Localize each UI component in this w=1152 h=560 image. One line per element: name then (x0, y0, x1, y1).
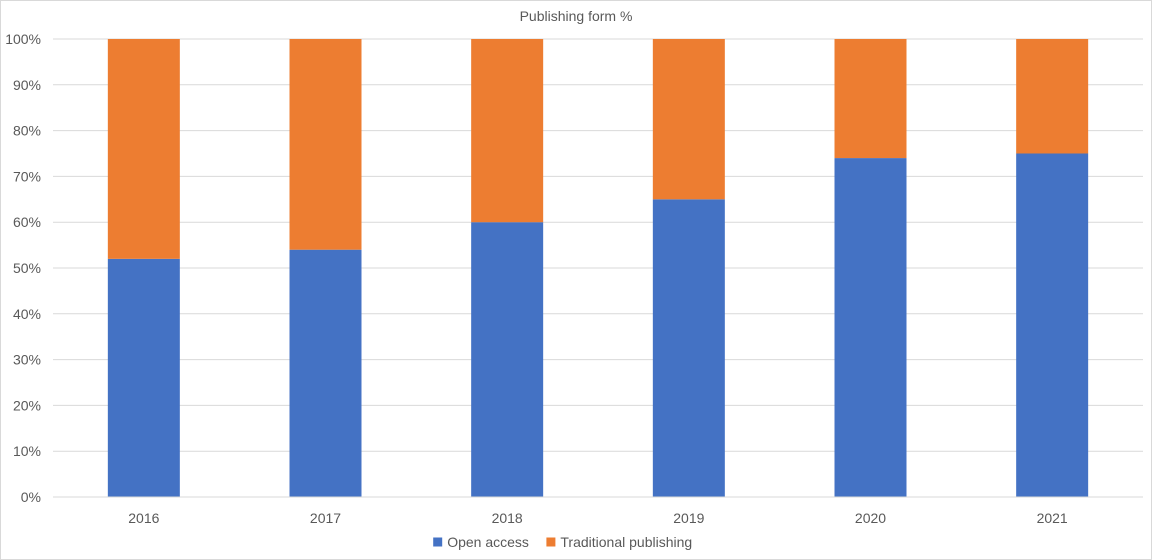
bar-traditional-publishing-2016 (107, 39, 180, 259)
bar-open-access-2017 (289, 249, 362, 497)
bar-open-access-2018 (471, 222, 544, 497)
legend-label: Open access (447, 534, 529, 550)
gridlines (53, 38, 1143, 498)
legend-swatch (546, 537, 556, 547)
x-tick-label: 2020 (855, 510, 886, 526)
x-tick-label: 2016 (128, 510, 159, 526)
x-tick-label: 2017 (310, 510, 341, 526)
x-axis: 2016 2017 2018 2019 2020 2021 (53, 496, 1143, 526)
bars (107, 39, 1089, 498)
chart-title: Publishing form % (520, 8, 633, 24)
legend: Open access Traditional publishing (433, 534, 692, 550)
y-tick-label: 0% (21, 489, 41, 505)
y-tick-label: 50% (13, 260, 41, 276)
legend-swatch (433, 537, 443, 547)
y-tick-label: 40% (13, 306, 41, 322)
y-tick-label: 10% (13, 443, 41, 459)
legend-label: Traditional publishing (560, 534, 692, 550)
bar-traditional-publishing-2019 (652, 39, 725, 200)
bar-open-access-2021 (1016, 153, 1089, 497)
y-tick-label: 20% (13, 397, 41, 413)
bar-traditional-publishing-2018 (471, 39, 544, 223)
bar-traditional-publishing-2020 (834, 39, 907, 159)
y-axis: 0% 10% 20% 30% 40% 50% 60% 70% 80% 90% 100% (5, 31, 41, 505)
bar-traditional-publishing-2021 (1016, 39, 1089, 154)
bar-open-access-2019 (652, 199, 725, 498)
bar-open-access-2016 (107, 258, 180, 497)
y-tick-label: 100% (5, 31, 41, 47)
y-tick-label: 70% (13, 168, 41, 184)
legend-item-open-access: Open access (433, 534, 529, 550)
y-tick-label: 60% (13, 214, 41, 230)
y-tick-label: 90% (13, 77, 41, 93)
y-tick-label: 80% (13, 123, 41, 139)
x-tick-label: 2021 (1037, 510, 1068, 526)
y-tick-label: 30% (13, 352, 41, 368)
legend-item-traditional-publishing: Traditional publishing (546, 534, 692, 550)
bar-open-access-2020 (834, 158, 907, 497)
x-tick-label: 2019 (673, 510, 704, 526)
bar-traditional-publishing-2017 (289, 39, 362, 250)
x-tick-label: 2018 (492, 510, 523, 526)
